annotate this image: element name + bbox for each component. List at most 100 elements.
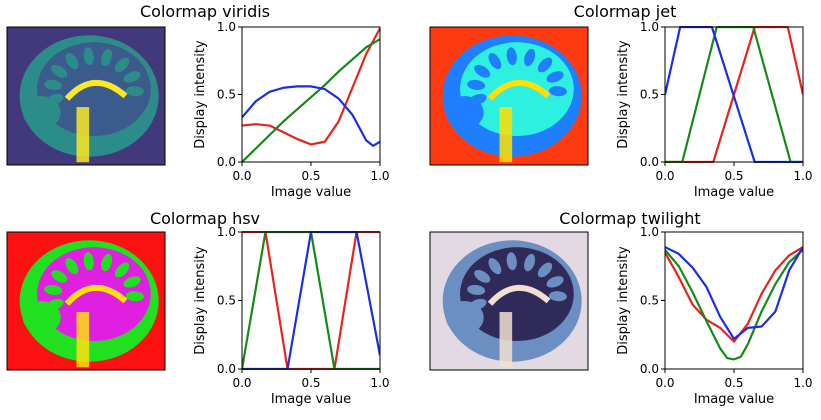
line-plot: 0.0 0.5 1.0 0.0 0.5 1.0 Image value Display int… — [616, 20, 813, 200]
brain-fold — [114, 57, 130, 73]
x-tick-label: 1.0 — [793, 376, 812, 390]
panel-title: Colormap hsv — [150, 209, 260, 228]
brain-fold — [488, 258, 502, 275]
x-tick-label: 1.0 — [793, 169, 812, 183]
series-line-blue — [665, 26, 803, 163]
brain-fold — [506, 47, 517, 66]
y-tick-label: 0.0 — [217, 362, 236, 376]
mri-image — [429, 26, 589, 166]
line-plot: 0.0 0.5 1.0 0.0 0.5 1.0 Image value Display int… — [616, 225, 813, 407]
y-tick-label: 0.5 — [640, 294, 659, 308]
brain-fold — [44, 79, 63, 91]
brain-fold — [467, 79, 486, 91]
panel-3: Colormap hsv 0.0 0.5 1.0 0.0 0.5 1.0 Image valu… — [6, 209, 390, 407]
brain-fold — [125, 86, 144, 97]
y-tick-label: 1.0 — [640, 20, 659, 34]
x-tick-label: 0.0 — [655, 376, 674, 390]
y-axis-label: Display intensity — [193, 246, 208, 355]
panel-title: Colormap viridis — [140, 2, 270, 21]
brain-fold — [123, 276, 141, 288]
x-axis-label: Image value — [271, 185, 351, 200]
x-tick-label: 0.5 — [724, 376, 743, 390]
panel-4: Colormap twilight 0.0 0.5 1.0 0.0 0.5 1.0 Image… — [429, 209, 813, 407]
y-tick-label: 1.0 — [217, 20, 236, 34]
brain-fold — [65, 53, 79, 70]
y-tick-label: 0.5 — [217, 88, 236, 102]
y-tick-label: 0.5 — [217, 294, 236, 308]
x-axis-label: Image value — [694, 185, 774, 200]
brain-fold — [524, 48, 536, 67]
series-line-red — [242, 27, 380, 146]
image-frame — [429, 231, 589, 371]
cerebellum — [445, 301, 484, 335]
image-frame — [6, 26, 166, 166]
brain-fold — [44, 284, 63, 296]
x-tick-label: 1.0 — [370, 376, 389, 390]
panel-1: Colormap viridis 0.0 0.5 1.0 0.0 0.5 1.0 Image … — [6, 2, 390, 200]
brain-fold — [83, 47, 94, 66]
y-tick-label: 0.0 — [217, 155, 236, 169]
x-tick-label: 0.0 — [655, 169, 674, 183]
y-tick-label: 0.0 — [640, 155, 659, 169]
brainstem — [499, 312, 513, 368]
corpus-callosum — [64, 284, 128, 306]
corpus-callosum — [64, 79, 128, 101]
brainstem — [76, 312, 90, 368]
brainstem — [499, 107, 513, 163]
brain-fold — [51, 64, 68, 78]
series-line-red — [665, 246, 803, 343]
series-line-green — [665, 248, 803, 361]
x-axis-label: Image value — [694, 392, 774, 407]
image-frame — [6, 231, 166, 371]
brain-fold — [537, 262, 553, 278]
brain-fold — [101, 253, 113, 272]
series-line-blue — [665, 246, 803, 340]
brain-fold — [83, 252, 94, 271]
x-tick-label: 0.5 — [301, 169, 320, 183]
y-tick-label: 1.0 — [640, 225, 659, 239]
y-tick-label: 1.0 — [217, 225, 236, 239]
series-line-green — [242, 38, 380, 163]
brain-fold — [123, 71, 141, 83]
brain-fold — [537, 57, 553, 73]
line-plot: 0.0 0.5 1.0 0.0 0.5 1.0 Image value Display int… — [193, 225, 390, 407]
x-tick-label: 0.0 — [232, 169, 251, 183]
line-plot: 0.0 0.5 1.0 0.0 0.5 1.0 Image value Display int… — [193, 20, 390, 200]
y-axis-label: Display intensity — [616, 246, 631, 355]
brain-fold — [488, 53, 502, 70]
series-line-blue — [242, 85, 380, 147]
x-tick-label: 1.0 — [370, 169, 389, 183]
brain-fold — [125, 291, 144, 302]
brain-fold — [114, 262, 130, 278]
brain-fold — [474, 269, 491, 283]
cerebellum — [22, 96, 61, 130]
y-axis-label: Display intensity — [193, 40, 208, 149]
brain-fold — [548, 86, 567, 97]
mri-image — [6, 26, 166, 166]
brain-fold — [51, 269, 68, 283]
y-tick-label: 0.0 — [640, 362, 659, 376]
panel-title: Colormap twilight — [559, 209, 700, 228]
corpus-callosum — [487, 79, 551, 101]
panel-title: Colormap jet — [574, 2, 677, 21]
brain-fold — [546, 71, 564, 83]
brain-fold — [546, 276, 564, 288]
x-tick-label: 0.5 — [301, 376, 320, 390]
image-frame — [429, 26, 589, 166]
mri-image — [6, 231, 166, 371]
brainstem — [76, 107, 90, 163]
corpus-callosum — [487, 284, 551, 306]
brain-fold — [467, 284, 486, 296]
mri-image — [429, 231, 589, 371]
x-axis-label: Image value — [271, 392, 351, 407]
axes-frame — [664, 231, 804, 370]
cerebellum — [22, 301, 61, 335]
series-line-green — [242, 231, 380, 370]
y-axis-label: Display intensity — [616, 40, 631, 149]
x-tick-label: 0.0 — [232, 376, 251, 390]
brain-fold — [474, 64, 491, 78]
brain-fold — [101, 48, 113, 67]
brain-fold — [65, 258, 79, 275]
brain-fold — [506, 252, 517, 271]
